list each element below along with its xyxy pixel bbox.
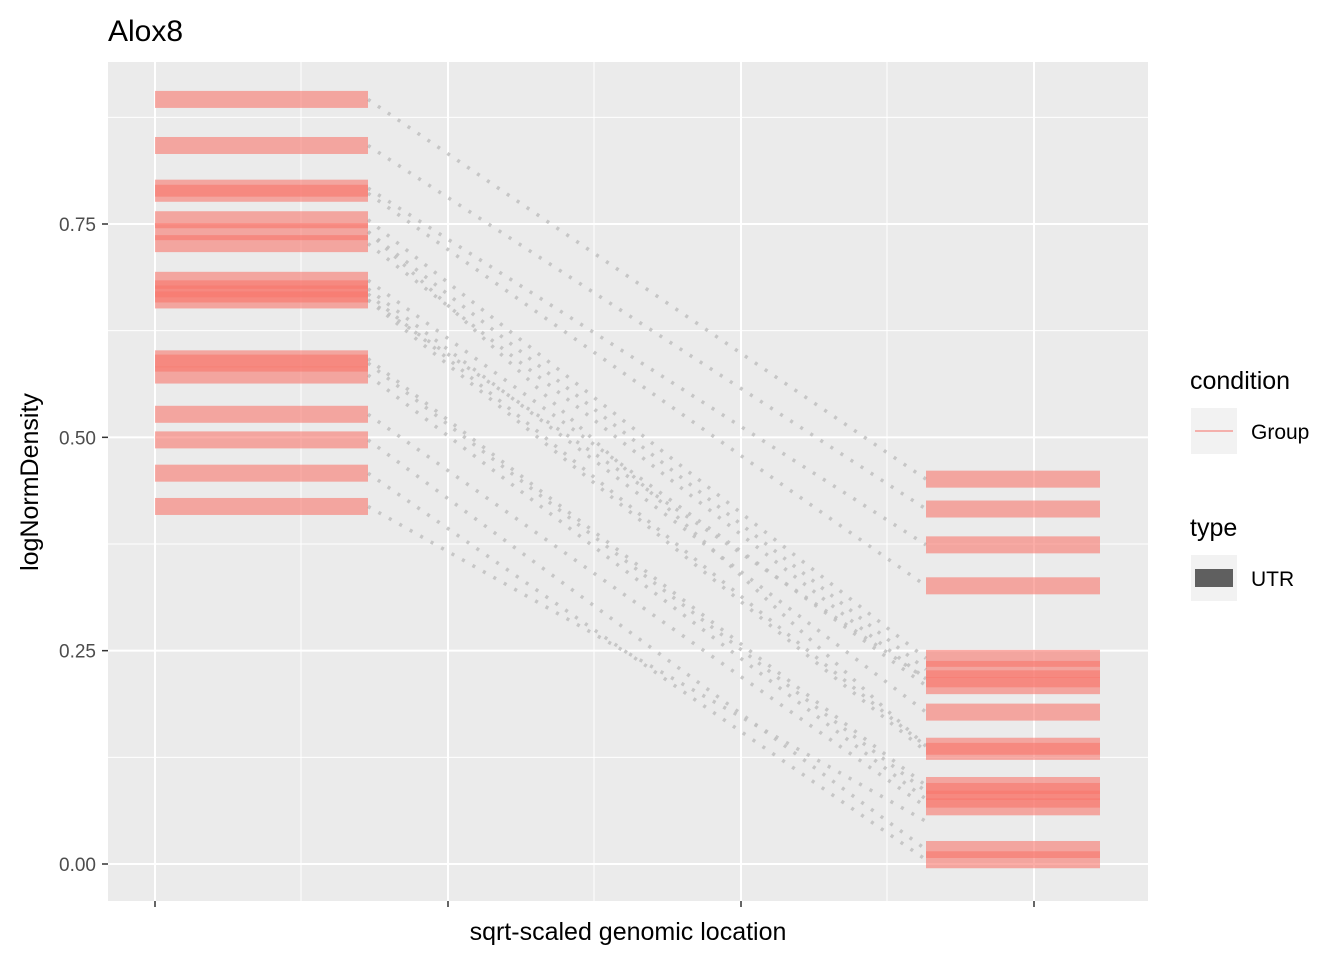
density-bar-right [926,798,1100,816]
y-tick-label: 0.75 [59,215,96,236]
legend-label-group: Group [1251,421,1309,444]
x-axis [154,901,1035,907]
connector-line [366,373,928,801]
legend-label-utr: UTR [1251,568,1294,591]
connector-line [367,186,927,547]
connector-line [367,298,927,681]
density-bar-left [155,90,368,108]
density-bar-right [926,577,1100,595]
legend-title-condition: condition [1190,367,1290,395]
y-tick-label: 0.00 [59,855,96,876]
legend: condition Group type UTR [1190,367,1309,601]
density-bar-left [155,497,368,515]
legend-title-type: type [1190,514,1237,542]
density-bar-right [926,470,1100,488]
connector-line [367,471,927,862]
density-bar-left [155,366,368,384]
connector-line [366,438,928,851]
y-axis-title: logNormDensity [16,393,44,571]
density-bar-right [926,851,1100,869]
density-bar-right [926,500,1100,518]
density-bar-right [926,703,1100,721]
connector-line [366,287,928,714]
density-bar-left [155,235,368,253]
chart-title: Alox8 [108,15,183,48]
density-bars [155,90,1100,869]
density-bar-left [155,136,368,154]
y-tick-label: 0.50 [59,428,96,449]
connector-line [367,144,927,511]
x-axis-title: sqrt-scaled genomic location [470,918,787,946]
connector-line [366,242,928,681]
legend-key-fill [1195,569,1233,587]
connector-line [367,97,927,481]
connector-lines [366,97,928,862]
density-bar-left [155,464,368,482]
density-bar-left [155,184,368,202]
y-tick-label: 0.25 [59,642,96,663]
y-axis: 0.00 0.25 0.50 0.75 [59,215,108,876]
density-bar-right [926,536,1100,554]
density-bar-right [926,677,1100,695]
density-bar-left [155,405,368,423]
density-bar-left [155,431,368,449]
density-bar-right [926,742,1100,760]
density-bar-left [155,291,368,309]
